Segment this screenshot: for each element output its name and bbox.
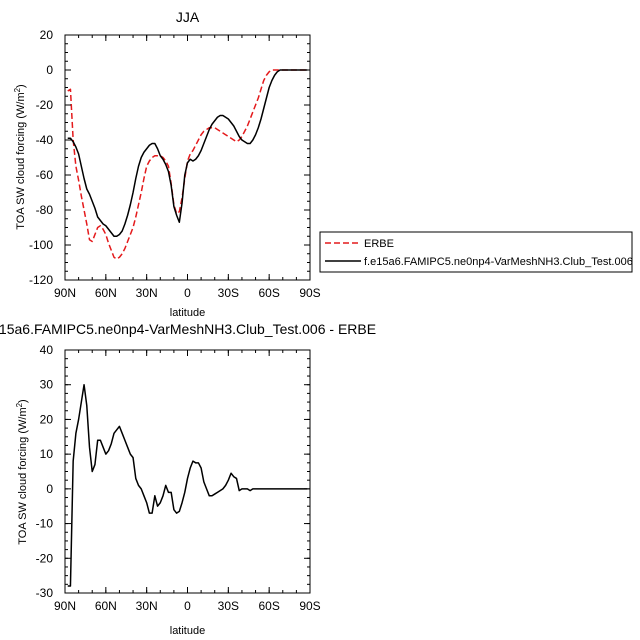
x-tick-label: 60N: [95, 599, 117, 613]
y-axis-label: TOA SW cloud forcing (W/m2): [13, 84, 27, 229]
legend-box: [319, 231, 633, 273]
series-group: [67, 69, 308, 260]
x-tick-label: 30N: [136, 599, 158, 613]
x-tick-label: 0: [184, 599, 191, 613]
plot-frame: [64, 349, 311, 594]
x-tick-label: 60S: [258, 599, 279, 613]
x-tick-label: 90S: [299, 286, 320, 300]
x-tick-label: 90N: [54, 599, 76, 613]
y-tick-label: 20: [40, 28, 54, 42]
y-tick-label: -80: [36, 203, 54, 217]
series-group: [67, 383, 308, 587]
y-axis-label-sup: 2: [13, 87, 22, 92]
y-tick-label: -30: [36, 586, 54, 600]
y-tick-label: -20: [36, 98, 54, 112]
y-tick-label: 40: [40, 343, 54, 357]
series-line-1: [67, 69, 308, 260]
x-tick-label: 0: [184, 286, 191, 300]
y-axis-label-text: TOA SW cloud forcing (W/m: [17, 407, 29, 544]
y-tick-label: -120: [29, 273, 53, 287]
legend: ERBE f.e15a6.FAMIPC5.ne0np4-VarMeshNH3.Cl…: [319, 231, 633, 273]
series-line-1: [67, 383, 308, 587]
y-tick-label: -60: [36, 168, 54, 182]
y-axis-label: TOA SW cloud forcing (W/m2): [15, 399, 29, 544]
y-axis-label-text: TOA SW cloud forcing (W/m: [15, 92, 27, 229]
legend-label-1: ERBE: [364, 238, 394, 250]
x-tick-label: 30S: [218, 599, 239, 613]
legend-label-2: f.e15a6.FAMIPC5.ne0np4-VarMeshNH3.Club_T…: [364, 256, 633, 268]
series-line-2: [67, 69, 308, 237]
y-tick-label: 0: [46, 63, 53, 77]
chart-2: 15a6.FAMIPC5.ne0np4-VarMeshNH3.Club_Test…: [0, 321, 376, 637]
x-tick-label: 30N: [136, 286, 158, 300]
plot-frame: [64, 34, 311, 281]
x-axis-label: latitude: [170, 307, 205, 319]
x-axis-label: latitude: [170, 625, 205, 637]
y-tick-label: -40: [36, 133, 54, 147]
y-axis-label-paren: ): [17, 399, 29, 403]
y-tick-label: 30: [40, 378, 54, 392]
y-tick-label: -10: [36, 517, 54, 531]
x-tick-label: 90N: [54, 286, 76, 300]
chart-title: JJA: [176, 9, 200, 25]
y-tick-label: -100: [29, 238, 53, 252]
x-tick-label: 60S: [258, 286, 279, 300]
y-axis-label-sup: 2: [15, 402, 24, 407]
chart-title: 15a6.FAMIPC5.ne0np4-VarMeshNH3.Club_Test…: [0, 321, 376, 337]
y-axis-label-paren: ): [15, 84, 27, 88]
x-tick-label: 90S: [299, 599, 320, 613]
x-tick-label: 60N: [95, 286, 117, 300]
y-tick-label: 10: [40, 447, 54, 461]
y-tick-label: -20: [36, 551, 54, 565]
x-tick-label: 30S: [218, 286, 239, 300]
y-tick-label: 0: [46, 482, 53, 496]
y-tick-label: 20: [40, 412, 54, 426]
